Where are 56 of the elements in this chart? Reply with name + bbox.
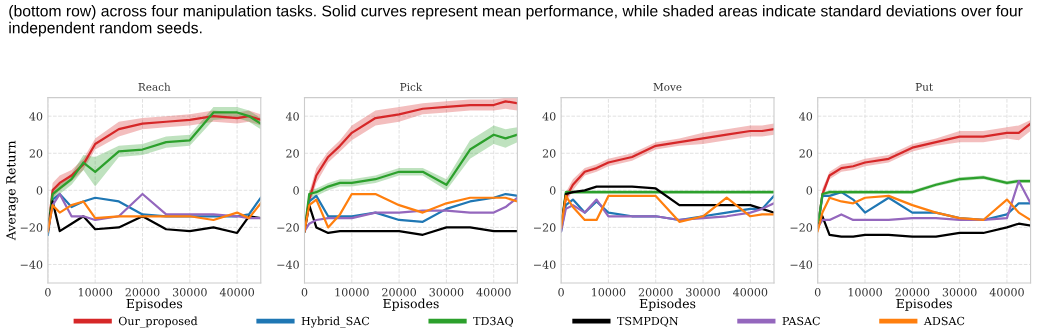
x-tick-label: 10000 (848, 288, 882, 297)
y-tick-label: 0 (549, 186, 556, 195)
x-tick-label: 30000 (686, 288, 720, 297)
x-tick-label: 10000 (592, 288, 626, 297)
x-tick-label: 20000 (638, 288, 673, 297)
x-axis-title: Episodes (896, 298, 952, 311)
y-axis-title: Average Return (6, 140, 19, 241)
chart-title: Pick (400, 82, 423, 91)
x-tick-label: 30000 (172, 288, 207, 297)
x-tick-label: 20000 (895, 288, 930, 297)
legend-label: ADSAC (923, 316, 965, 326)
x-tick-label: 0 (45, 288, 51, 297)
x-tick-label: 20000 (125, 288, 160, 297)
y-tick-label: −40 (790, 260, 813, 269)
x-tick-label: 10000 (335, 288, 369, 297)
legend-label: TSMPDQN (617, 316, 679, 327)
y-tick-label: 0 (806, 186, 813, 195)
y-tick-label: 40 (285, 112, 299, 121)
y-tick-label: 0 (293, 186, 299, 195)
x-tick-label: 0 (814, 288, 821, 297)
chart-title: Reach (138, 82, 171, 91)
y-tick-label: −40 (277, 260, 299, 269)
x-tick-label: 40000 (219, 288, 255, 297)
x-axis-title: Episodes (126, 298, 183, 311)
y-tick-label: 20 (542, 149, 556, 158)
y-tick-label: 20 (29, 149, 43, 158)
y-tick-label: −20 (533, 223, 556, 232)
chart-title: Put (915, 83, 934, 91)
x-axis-title: Episodes (639, 298, 696, 311)
x-tick-label: 0 (558, 288, 564, 297)
text: (bottom row) across four manipulation tasks. Solid curves represent mean performance, while shaded areas indicate standard deviations over four independent random seeds. (9, 4, 1023, 37)
y-tick-label: −40 (533, 260, 556, 269)
x-tick-label: 40000 (476, 288, 511, 297)
x-tick-label: 10000 (78, 288, 113, 297)
x-tick-label: 20000 (382, 288, 417, 297)
legend-label: PASAC (782, 316, 820, 326)
y-tick-label: 40 (542, 112, 556, 121)
x-tick-label: 30000 (942, 288, 977, 297)
y-tick-label: −20 (277, 223, 299, 232)
y-tick-label: −20 (20, 223, 43, 232)
y-tick-label: 20 (286, 149, 299, 158)
legend-label: Our_proposed (118, 316, 198, 328)
y-tick-label: 40 (29, 112, 43, 121)
y-tick-label: −20 (790, 223, 813, 232)
y-tick-label: 40 (799, 112, 813, 121)
y-tick-label: 20 (799, 149, 813, 158)
y-tick-label: −40 (20, 260, 43, 269)
y-tick-label: 0 (36, 186, 43, 195)
x-axis-title: Episodes (383, 298, 439, 311)
x-tick-label: 0 (301, 288, 308, 297)
x-tick-label: 40000 (989, 288, 1024, 297)
chart-title: Move (653, 83, 682, 91)
x-tick-label: 40000 (733, 288, 768, 297)
legend-label: Hybrid_SAC (301, 316, 370, 328)
legend-label: TD3AQ (473, 316, 514, 327)
x-tick-label: 30000 (429, 288, 464, 297)
